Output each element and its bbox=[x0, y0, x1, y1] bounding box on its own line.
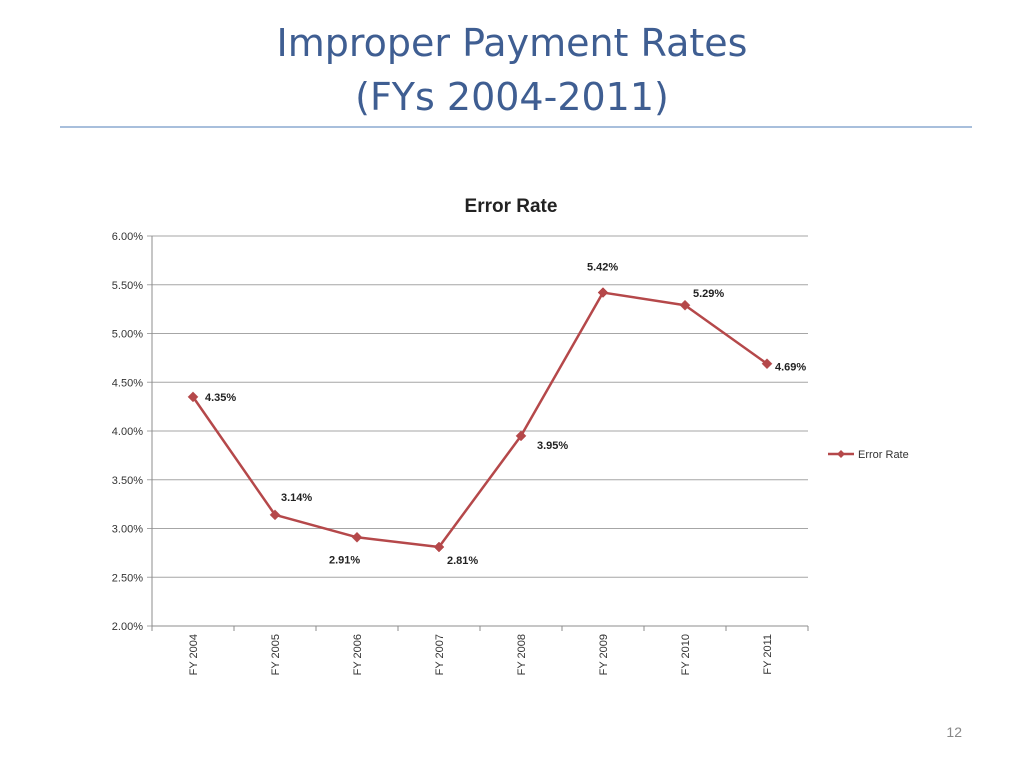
data-point-marker bbox=[679, 299, 691, 311]
data-label: 5.42% bbox=[587, 262, 618, 274]
legend: Error Rate bbox=[828, 449, 909, 461]
y-tick-label: 2.00% bbox=[112, 621, 143, 633]
slide-title: Improper Payment Rates (FYs 2004-2011) bbox=[0, 16, 1024, 124]
data-label: 3.95% bbox=[537, 440, 568, 452]
data-label: 3.14% bbox=[281, 492, 312, 504]
x-tick-label: FY 2011 bbox=[762, 634, 774, 675]
x-tick-label: FY 2004 bbox=[188, 634, 200, 675]
data-point-marker bbox=[187, 391, 199, 403]
data-label: 2.91% bbox=[329, 554, 360, 566]
y-tick-label: 5.00% bbox=[112, 329, 143, 341]
data-point-marker bbox=[351, 531, 363, 543]
series-line bbox=[191, 291, 768, 549]
y-tick-label: 4.00% bbox=[112, 426, 143, 438]
data-label: 4.69% bbox=[775, 362, 806, 374]
data-point-marker bbox=[597, 287, 609, 298]
page-number: 12 bbox=[946, 724, 962, 740]
slide-title-line2: (FYs 2004-2011) bbox=[355, 75, 669, 119]
data-point-marker bbox=[269, 509, 281, 521]
x-tick-label: FY 2007 bbox=[434, 634, 446, 675]
y-tick-label: 3.00% bbox=[112, 524, 143, 536]
data-point-marker bbox=[761, 358, 773, 370]
data-label: 5.29% bbox=[693, 288, 724, 300]
chart-title: Error Rate bbox=[465, 196, 558, 217]
y-tick-label: 5.50% bbox=[112, 280, 143, 292]
y-tick-label: 4.50% bbox=[112, 377, 143, 389]
data-label: 2.81% bbox=[447, 555, 478, 567]
data-point-marker bbox=[433, 541, 445, 553]
data-label: 4.35% bbox=[205, 392, 236, 404]
series-error-rate bbox=[187, 287, 773, 553]
x-tick-label: FY 2005 bbox=[270, 634, 282, 675]
x-tick-label: FY 2009 bbox=[598, 634, 610, 675]
y-tick-label: 6.00% bbox=[112, 231, 143, 243]
axes: 2.00% 2.50% 3.00% 3.50% 4.00% 4.50% 5.00% 5.50%… bbox=[112, 231, 809, 675]
legend-marker bbox=[837, 450, 845, 458]
slide-title-line1: Improper Payment Rates bbox=[276, 21, 748, 65]
y-tick-label: 2.50% bbox=[112, 572, 143, 584]
x-tick-label: FY 2008 bbox=[516, 634, 528, 675]
legend-label: Error Rate bbox=[858, 449, 909, 461]
gridlines bbox=[147, 235, 808, 627]
x-tick-label: FY 2006 bbox=[352, 634, 364, 675]
y-tick-label: 3.50% bbox=[112, 475, 143, 487]
data-point-marker bbox=[515, 430, 527, 442]
title-divider bbox=[60, 126, 972, 128]
x-tick-label: FY 2010 bbox=[680, 634, 692, 675]
data-labels: 4.35% 3.14% 2.91% 2.81% 3.95% 5.42% 5.29% 4.69% bbox=[205, 262, 806, 567]
